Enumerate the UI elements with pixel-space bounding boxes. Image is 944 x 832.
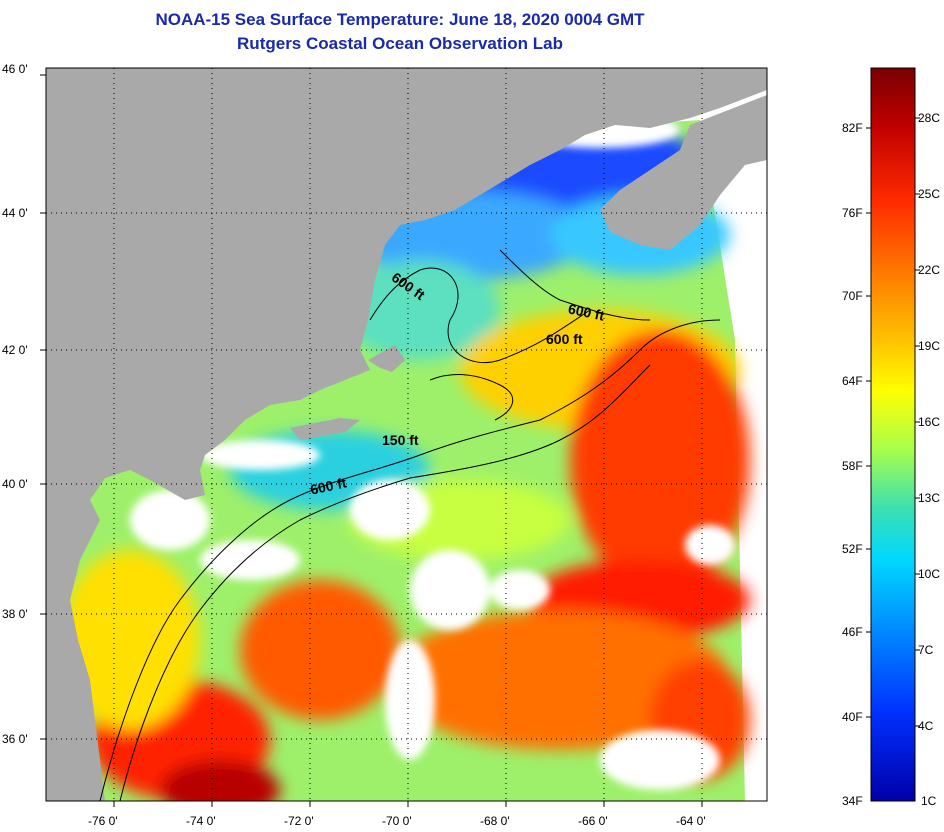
lon-label: -76 0': [88, 814, 118, 828]
colorbar-c-label: 7C: [918, 643, 934, 657]
isobath-label: 600 ft: [546, 331, 583, 347]
colorbar-f-label: 34F: [842, 794, 863, 808]
colorbar-c-label: 16C: [918, 415, 941, 429]
colorbar-c-label: 19C: [918, 339, 941, 353]
lat-label: 40 0': [2, 477, 28, 491]
land-mass: [46, 68, 767, 801]
isobath-label: 150 ft: [382, 432, 419, 448]
lat-label: 38 0': [2, 607, 28, 621]
lat-label: 46 0': [2, 62, 28, 76]
colorbar-f-label: 82F: [842, 121, 863, 135]
lat-label: 42 0': [2, 343, 28, 357]
colorbar-c-label: 1C: [921, 794, 937, 808]
lat-label: 44 0': [2, 206, 28, 220]
colorbar-f-label: 46F: [842, 625, 863, 639]
map-border: [45, 67, 768, 802]
lon-label: -66 0': [578, 814, 608, 828]
graticule: [46, 68, 767, 801]
colorbar-c-label: 22C: [918, 263, 941, 277]
colorbar-f-label: 76F: [842, 206, 863, 220]
colorbar-f-label: 52F: [842, 542, 863, 556]
map-subtitle: Rutgers Coastal Ocean Observation Lab: [237, 34, 563, 53]
lat-label: 36 0': [2, 732, 28, 746]
colorbar-c-label: 13C: [918, 491, 941, 505]
colorbar: [870, 67, 916, 802]
colorbar-c-label: 28C: [918, 111, 941, 125]
colorbar-c-label: 25C: [918, 187, 941, 201]
lon-label: -70 0': [382, 814, 412, 828]
isobath-contours: [99, 249, 721, 801]
colorbar-ticks: [866, 117, 920, 727]
sst-field: [60, 112, 750, 801]
lon-label: -74 0': [186, 814, 216, 828]
lon-label: -72 0': [284, 814, 314, 828]
colorbar-f-label: 58F: [842, 459, 863, 473]
map-title: NOAA-15 Sea Surface Temperature: June 18…: [155, 10, 645, 29]
colorbar-c-label: 4C: [918, 719, 934, 733]
colorbar-f-label: 64F: [842, 374, 863, 388]
lon-label: -68 0': [480, 814, 510, 828]
colorbar-c-label: 10C: [918, 567, 941, 581]
lon-label: -64 0': [676, 814, 706, 828]
colorbar-f-label: 40F: [842, 710, 863, 724]
colorbar-f-label: 70F: [842, 289, 863, 303]
axis-ticks: [40, 74, 703, 807]
